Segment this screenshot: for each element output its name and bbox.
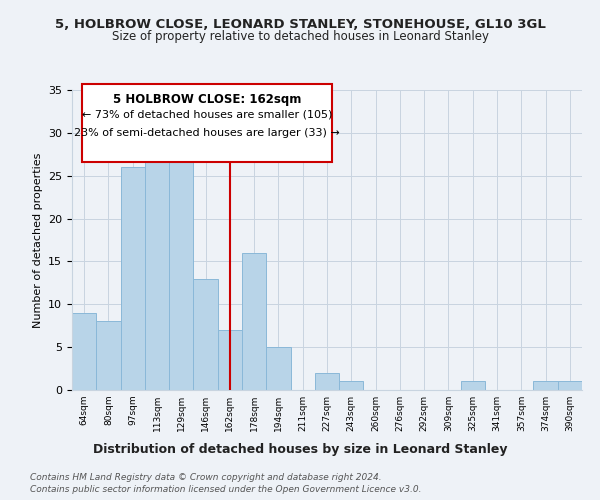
Text: 23% of semi-detached houses are larger (33) →: 23% of semi-detached houses are larger (… <box>74 128 340 138</box>
Text: ← 73% of detached houses are smaller (105): ← 73% of detached houses are smaller (10… <box>82 110 332 120</box>
Text: Contains public sector information licensed under the Open Government Licence v3: Contains public sector information licen… <box>30 485 421 494</box>
Bar <box>121 167 145 390</box>
Y-axis label: Number of detached properties: Number of detached properties <box>32 152 43 328</box>
FancyBboxPatch shape <box>82 84 332 162</box>
Bar <box>339 382 364 390</box>
Text: 5 HOLBROW CLOSE: 162sqm: 5 HOLBROW CLOSE: 162sqm <box>113 93 301 106</box>
Bar <box>193 278 218 390</box>
Bar <box>242 253 266 390</box>
Text: Distribution of detached houses by size in Leonard Stanley: Distribution of detached houses by size … <box>93 442 507 456</box>
Bar <box>315 373 339 390</box>
Bar <box>96 322 121 390</box>
Text: Size of property relative to detached houses in Leonard Stanley: Size of property relative to detached ho… <box>112 30 488 43</box>
Bar <box>533 382 558 390</box>
Bar <box>72 313 96 390</box>
Bar <box>266 347 290 390</box>
Bar <box>145 158 169 390</box>
Bar <box>461 382 485 390</box>
Bar <box>218 330 242 390</box>
Text: 5, HOLBROW CLOSE, LEONARD STANLEY, STONEHOUSE, GL10 3GL: 5, HOLBROW CLOSE, LEONARD STANLEY, STONE… <box>55 18 545 30</box>
Bar <box>169 142 193 390</box>
Bar <box>558 382 582 390</box>
Text: Contains HM Land Registry data © Crown copyright and database right 2024.: Contains HM Land Registry data © Crown c… <box>30 472 382 482</box>
